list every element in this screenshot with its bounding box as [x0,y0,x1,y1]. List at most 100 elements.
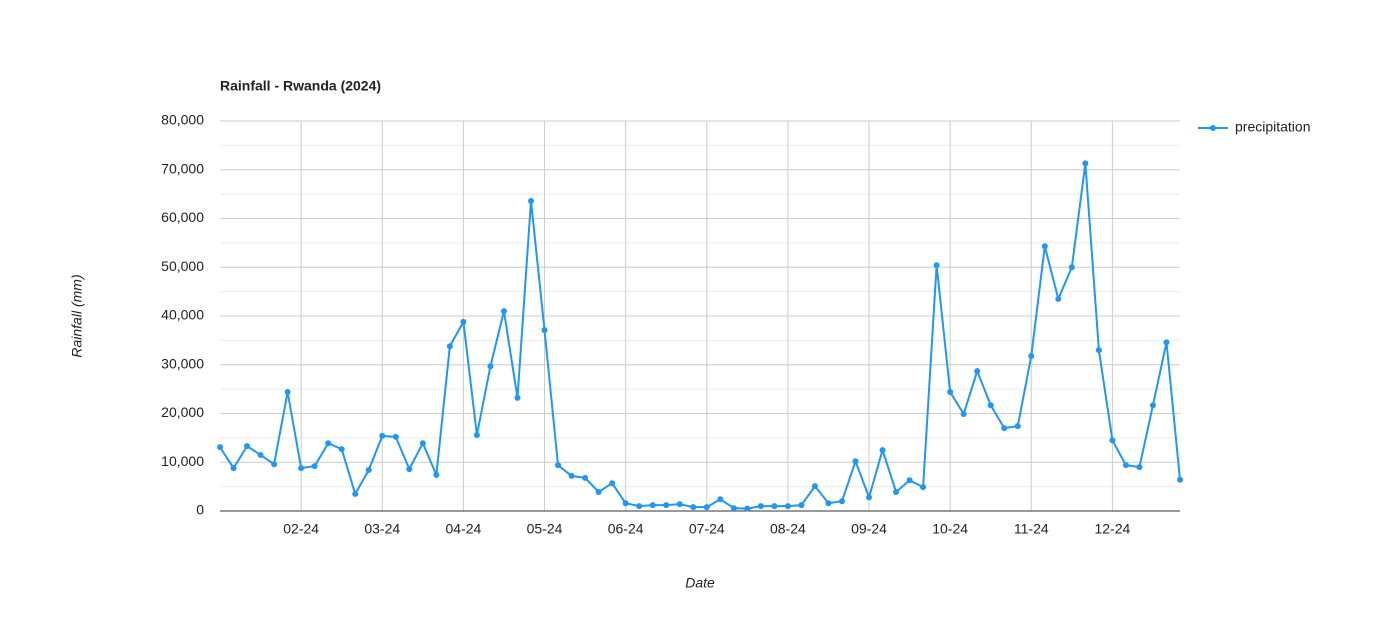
data-point [1028,352,1035,359]
data-point [906,477,913,484]
data-point [1095,347,1102,354]
data-point [771,503,778,510]
data-point [244,443,251,450]
data-point [1177,476,1183,483]
data-point [487,363,494,370]
data-point [622,500,629,507]
data-point [920,484,927,491]
data-point [392,433,399,440]
data-point [1014,423,1021,430]
data-point [947,389,954,396]
data-point [717,496,724,503]
data-point [974,368,981,375]
data-point [500,308,507,315]
x-tick-label: 10-24 [932,521,968,537]
data-point [784,503,791,510]
data-point [514,394,521,401]
data-point [730,505,737,512]
data-point [595,488,602,495]
y-tick-label: 40,000 [161,307,204,323]
data-point [419,440,426,447]
data-point [379,432,386,439]
data-point [325,440,332,447]
data-point [798,502,805,509]
x-tick-label: 12-24 [1094,521,1130,537]
data-point [838,498,845,505]
data-point [311,463,318,470]
data-point [365,467,372,474]
data-point [757,503,764,510]
data-point [230,465,237,472]
y-tick-label: 70,000 [161,160,204,176]
y-tick-label: 30,000 [161,355,204,371]
data-point [555,462,562,469]
data-point [460,318,467,325]
data-point [527,197,534,204]
data-point [271,461,278,468]
y-tick-label: 0 [196,502,204,518]
data-point [1082,160,1089,167]
data-point [582,474,589,481]
y-tick-label: 80,000 [161,112,204,128]
data-point [1136,464,1143,471]
legend-label: precipitation [1235,119,1311,135]
data-point [406,466,413,473]
y-tick-label: 60,000 [161,209,204,225]
x-tick-label: 03-24 [364,521,400,537]
x-tick-label: 08-24 [770,521,806,537]
series-line [219,163,1181,510]
data-point [433,471,440,478]
data-point [1068,264,1075,271]
x-axis-label: Date [685,575,715,591]
data-point [1149,402,1156,409]
data-point [879,447,886,454]
data-point [933,262,940,269]
data-point [649,502,656,509]
data-point [1163,339,1170,346]
y-tick-label: 20,000 [161,404,204,420]
data-point [852,458,859,465]
y-tick-label: 50,000 [161,258,204,274]
y-axis-label: Rainfall (mm) [69,274,85,357]
data-point [568,472,575,479]
data-point [1001,425,1008,432]
x-tick-label: 02-24 [283,521,319,537]
data-point [703,504,710,511]
data-point [663,502,670,509]
x-tick-label: 09-24 [851,521,887,537]
legend-marker [1210,125,1216,131]
data-point [866,494,873,501]
data-point [1055,295,1062,302]
data-point [284,389,291,396]
data-point [217,444,223,451]
data-point [893,488,900,495]
data-point [1041,243,1048,250]
y-tick-label: 10,000 [161,453,204,469]
data-point [960,410,967,417]
x-tick-label: 04-24 [445,521,481,537]
data-point [636,503,643,510]
x-tick-label: 07-24 [689,521,725,537]
x-tick-label: 05-24 [527,521,563,537]
data-point [257,451,264,458]
data-point [1122,462,1129,469]
data-point [676,501,683,508]
data-point [744,505,751,512]
data-point [541,327,548,334]
data-point [298,465,305,472]
chart-title: Rainfall - Rwanda (2024) [220,78,381,94]
data-point [446,343,453,350]
data-point [690,504,697,511]
data-point [1109,437,1116,444]
data-point [473,431,480,438]
data-point [825,500,832,507]
x-tick-label: 11-24 [1014,521,1049,537]
data-point [609,480,616,487]
data-point [811,483,818,490]
data-point [352,490,359,497]
data-point [338,446,345,453]
data-point [987,402,994,409]
x-tick-label: 06-24 [608,521,644,537]
